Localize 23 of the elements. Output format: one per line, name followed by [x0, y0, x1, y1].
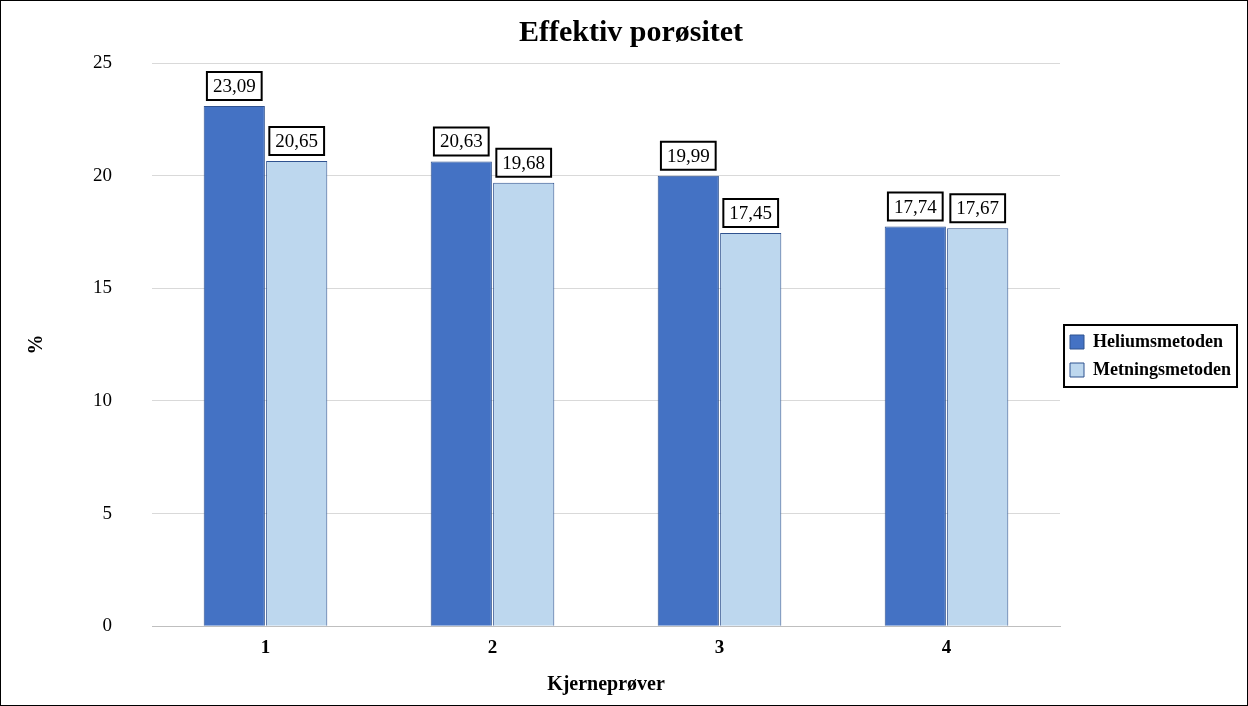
y-tick-label: 10: [93, 388, 112, 410]
legend-label: Metningsmetoden: [1093, 358, 1232, 379]
legend-label: Heliumsmetoden: [1093, 330, 1224, 351]
data-label: 19,68: [502, 151, 546, 173]
x-tick-label: 3: [714, 635, 725, 657]
data-label: 20,65: [275, 129, 319, 151]
y-tick-label: 15: [93, 276, 112, 298]
y-tick-label: 25: [93, 50, 112, 72]
data-label: 17,45: [729, 202, 773, 224]
data-label: 17,74: [893, 195, 938, 217]
data-label: 17,67: [956, 197, 1000, 219]
chart-title: Effektiv porøsitet: [518, 13, 744, 47]
x-axis-title: Kjerneprøver: [547, 672, 665, 696]
y-tick-label: 0: [102, 614, 112, 636]
y-axis-title: %: [24, 334, 47, 355]
data-label: 23,09: [212, 75, 256, 97]
x-tick-label: 1: [260, 635, 271, 657]
data-label: 20,63: [439, 130, 483, 152]
y-tick-label: 5: [102, 501, 112, 523]
y-tick-label: 20: [93, 163, 112, 185]
data-label: 19,99: [666, 144, 710, 166]
x-tick-label: 4: [941, 635, 952, 657]
x-tick-label: 2: [487, 635, 498, 657]
